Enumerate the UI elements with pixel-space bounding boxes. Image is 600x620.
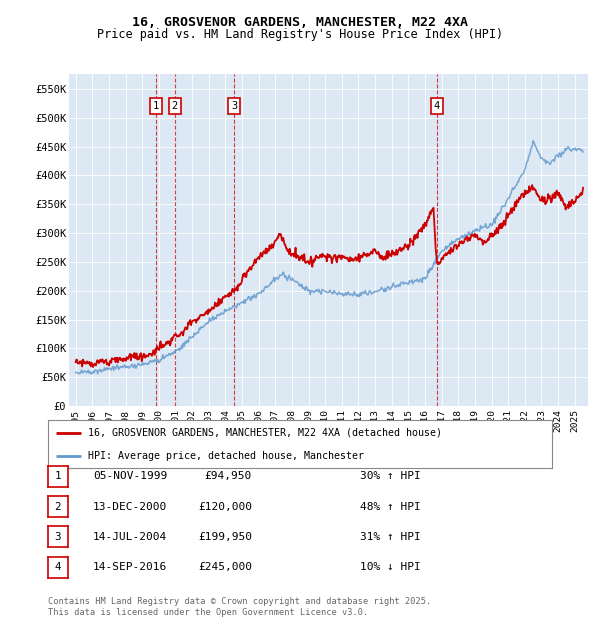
Text: 16, GROSVENOR GARDENS, MANCHESTER, M22 4XA: 16, GROSVENOR GARDENS, MANCHESTER, M22 4…: [132, 16, 468, 29]
Text: 16, GROSVENOR GARDENS, MANCHESTER, M22 4XA (detached house): 16, GROSVENOR GARDENS, MANCHESTER, M22 4…: [88, 428, 442, 438]
Text: £120,000: £120,000: [198, 502, 252, 512]
Text: 3: 3: [55, 532, 61, 542]
Text: 10% ↓ HPI: 10% ↓ HPI: [360, 562, 421, 572]
Text: 4: 4: [434, 101, 440, 111]
Text: 2: 2: [55, 502, 61, 512]
Text: 1: 1: [55, 471, 61, 481]
Text: 3: 3: [231, 101, 238, 111]
Text: 05-NOV-1999: 05-NOV-1999: [93, 471, 167, 481]
Text: 14-JUL-2004: 14-JUL-2004: [93, 532, 167, 542]
Text: 2: 2: [172, 101, 178, 111]
Text: Price paid vs. HM Land Registry's House Price Index (HPI): Price paid vs. HM Land Registry's House …: [97, 28, 503, 41]
Text: £199,950: £199,950: [198, 532, 252, 542]
Text: 13-DEC-2000: 13-DEC-2000: [93, 502, 167, 512]
Text: 4: 4: [55, 562, 61, 572]
Text: 48% ↑ HPI: 48% ↑ HPI: [360, 502, 421, 512]
Text: HPI: Average price, detached house, Manchester: HPI: Average price, detached house, Manc…: [88, 451, 364, 461]
Text: 31% ↑ HPI: 31% ↑ HPI: [360, 532, 421, 542]
Text: £94,950: £94,950: [205, 471, 252, 481]
Text: £245,000: £245,000: [198, 562, 252, 572]
Text: 1: 1: [153, 101, 160, 111]
Text: 30% ↑ HPI: 30% ↑ HPI: [360, 471, 421, 481]
Text: Contains HM Land Registry data © Crown copyright and database right 2025.
This d: Contains HM Land Registry data © Crown c…: [48, 598, 431, 617]
Text: 14-SEP-2016: 14-SEP-2016: [93, 562, 167, 572]
